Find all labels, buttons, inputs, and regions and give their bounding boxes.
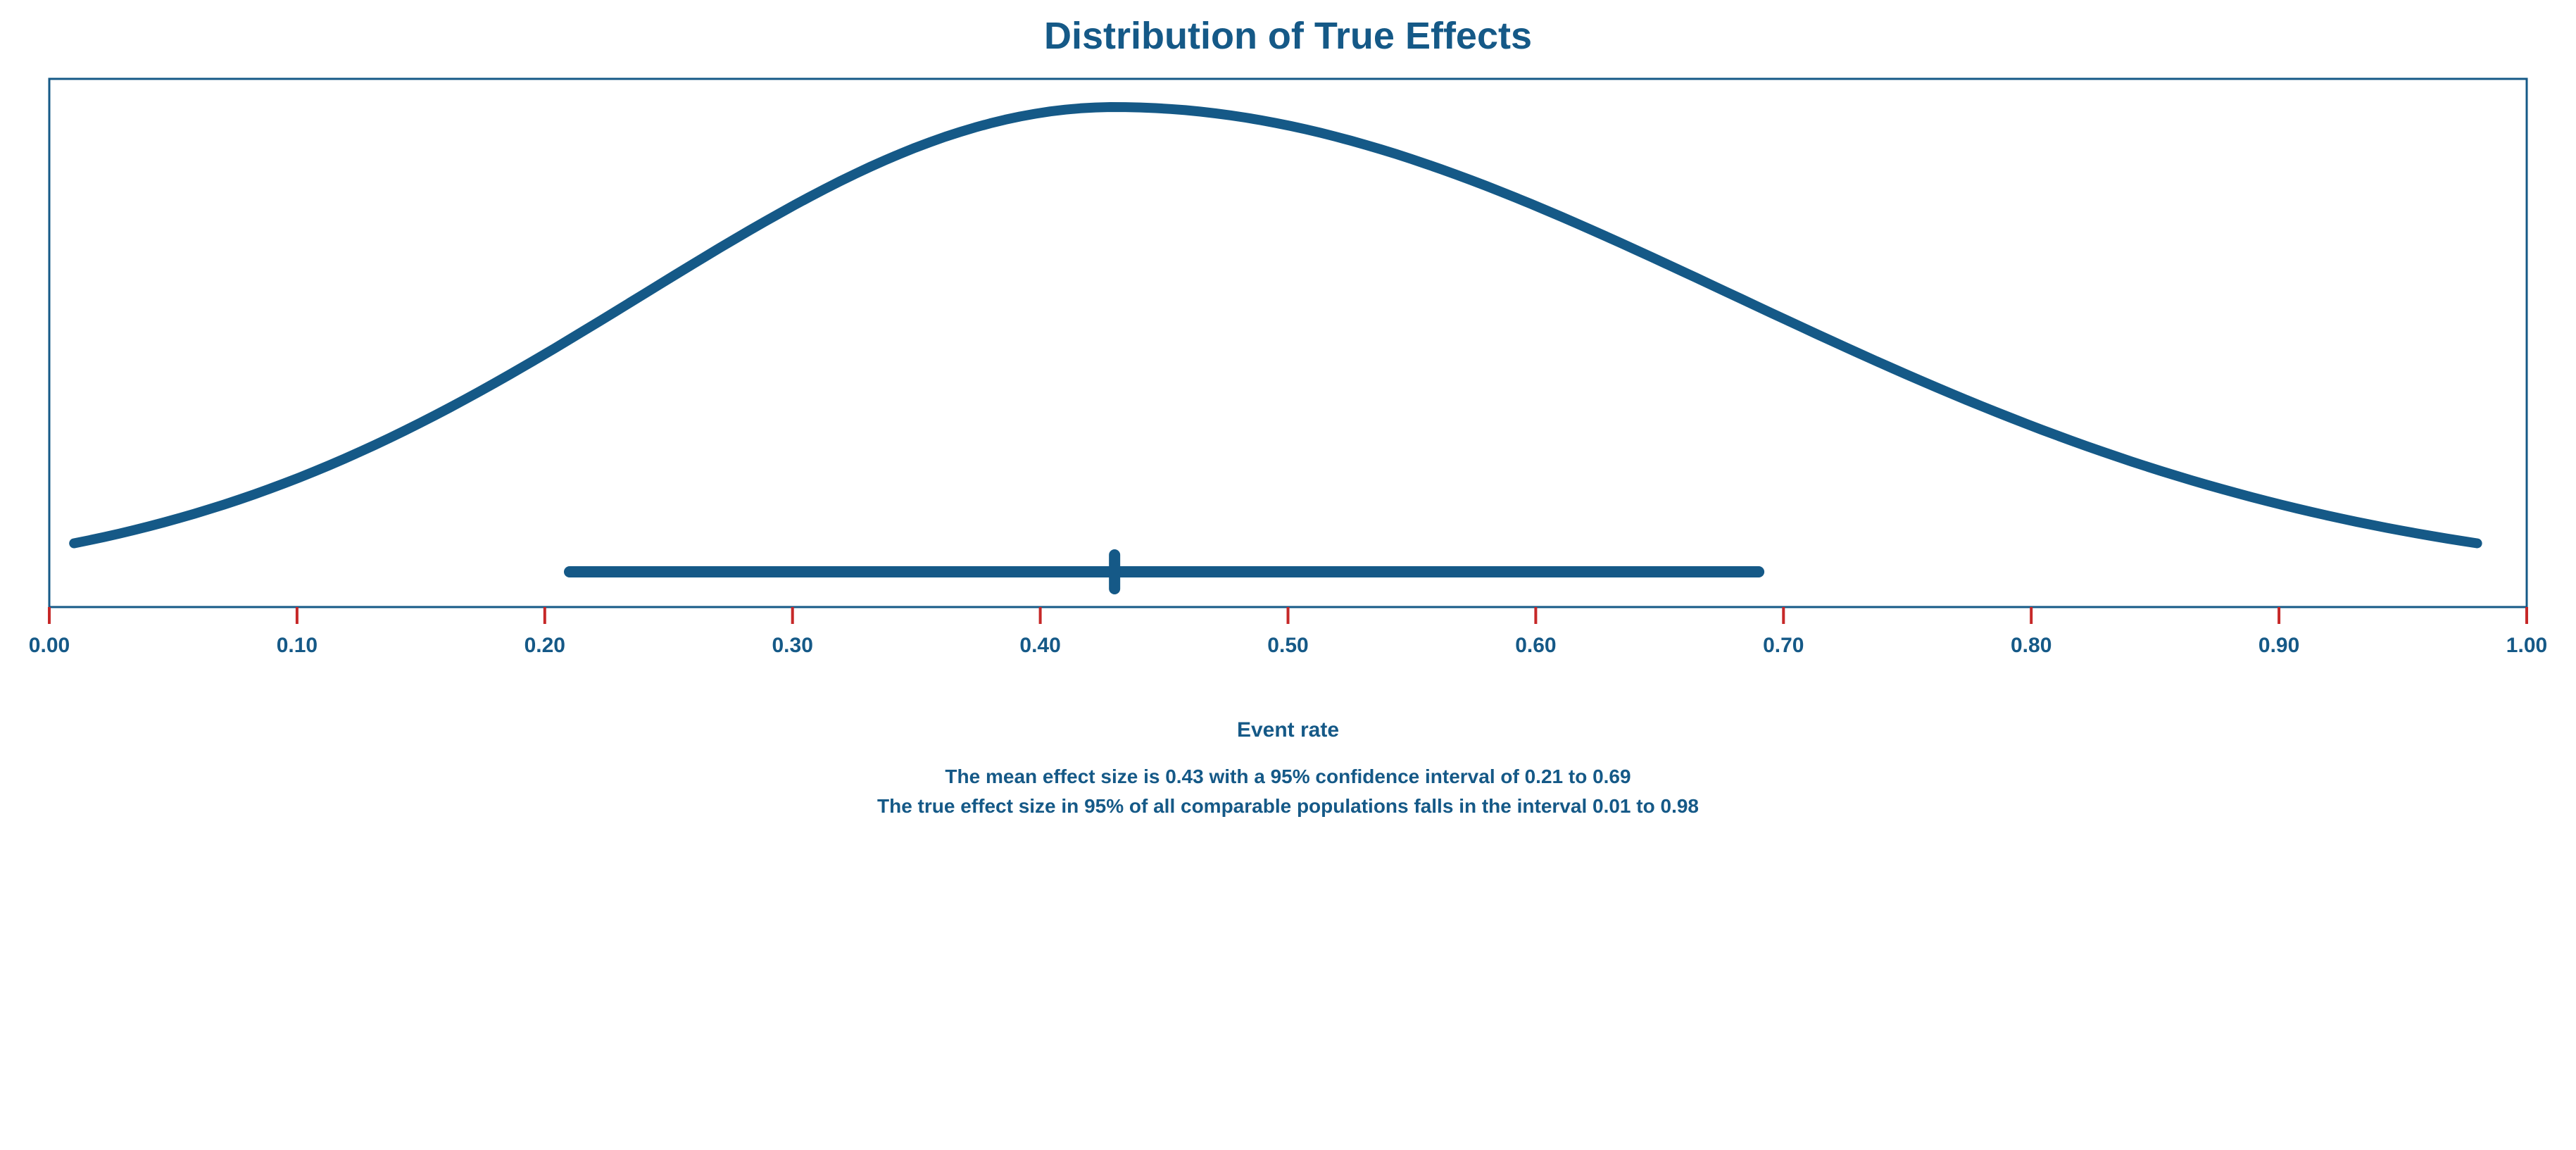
caption-line-1: The mean effect size is 0.43 with a 95% … bbox=[28, 762, 2548, 792]
svg-text:0.10: 0.10 bbox=[277, 634, 318, 657]
svg-text:0.60: 0.60 bbox=[1515, 634, 1556, 657]
svg-text:0.00: 0.00 bbox=[29, 634, 70, 657]
svg-text:0.50: 0.50 bbox=[1267, 634, 1308, 657]
svg-text:0.40: 0.40 bbox=[1019, 634, 1060, 657]
x-axis-label: Event rate bbox=[28, 718, 2548, 742]
svg-text:0.70: 0.70 bbox=[1763, 634, 1804, 657]
svg-text:0.90: 0.90 bbox=[2258, 634, 2299, 657]
svg-text:0.30: 0.30 bbox=[772, 634, 813, 657]
chart-plot: 0.00 0.10 0.20 0.30 0.40 0.50 0.60 0.70 0.80 0.90… bbox=[28, 72, 2548, 706]
caption-line-2: The true effect size in 95% of all compa… bbox=[28, 792, 2548, 821]
chart-caption: The mean effect size is 0.43 with a 95% … bbox=[28, 762, 2548, 821]
svg-text:0.20: 0.20 bbox=[524, 634, 565, 657]
chart-title: Distribution of True Effects bbox=[28, 14, 2548, 58]
svg-text:1.00: 1.00 bbox=[2506, 634, 2547, 657]
chart-svg: 0.00 0.10 0.20 0.30 0.40 0.50 0.60 0.70 0.80 0.90… bbox=[28, 72, 2548, 706]
svg-text:0.80: 0.80 bbox=[2011, 634, 2052, 657]
